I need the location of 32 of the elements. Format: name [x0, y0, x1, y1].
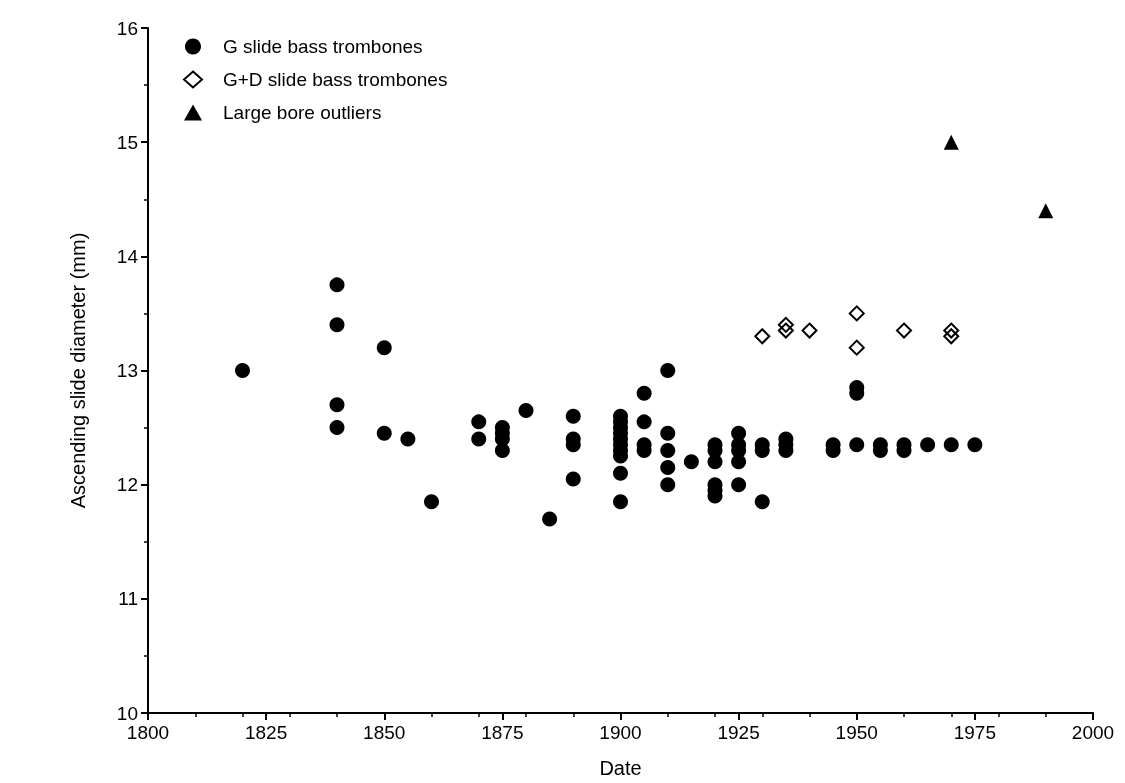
legend-label: G+D slide bass trombones: [223, 69, 448, 90]
x-tick-label: 1900: [599, 722, 642, 743]
x-axis-title: Date: [599, 757, 642, 779]
point: [943, 328, 960, 345]
x-tick-label: 1825: [244, 722, 288, 743]
point: [943, 322, 960, 339]
y-tick-label: 12: [116, 474, 138, 496]
x-tick-label: 1975: [953, 722, 997, 743]
y-tick-label: 16: [116, 17, 138, 39]
x-tick-label: 2000: [1071, 722, 1115, 743]
y-tick-label: 13: [116, 360, 138, 381]
point: [777, 322, 794, 339]
y-tick-label: 15: [116, 131, 138, 153]
point: [896, 322, 912, 339]
point: [777, 316, 794, 333]
point: [848, 305, 865, 322]
x-tick-label: 1875: [481, 722, 524, 743]
point: [1038, 203, 1054, 219]
y-axis-title: Ascending slide diameter (mm): [67, 232, 89, 509]
x-tick-label: 1850: [363, 722, 406, 743]
point: [754, 328, 771, 345]
legend-label: G slide bass trombones: [223, 36, 423, 57]
x-tick-label: 1800: [126, 722, 170, 743]
x-tick-label: 1925: [717, 722, 760, 743]
y-tick-label: 11: [118, 588, 138, 610]
point: [848, 339, 865, 356]
x-tick-label: 1950: [835, 722, 878, 743]
point: [943, 134, 959, 150]
y-tick-label: 10: [116, 702, 138, 724]
point: [801, 322, 818, 339]
y-tick-label: 14: [116, 245, 139, 267]
legend-label: Large bore outliers: [223, 102, 382, 123]
